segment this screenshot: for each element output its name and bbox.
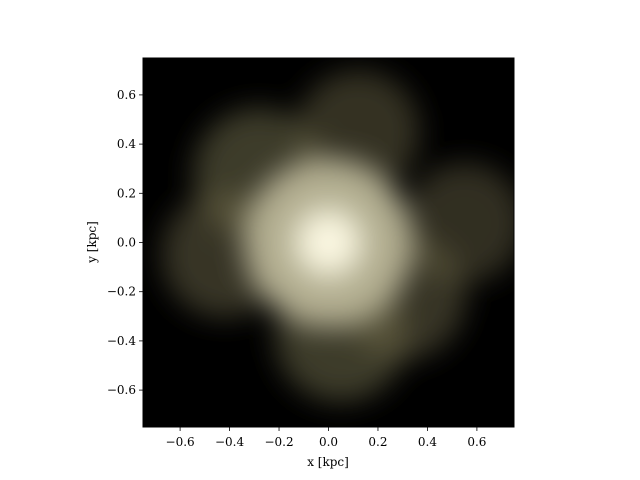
y-axis: −0.6 −0.4 −0.2 0.0 0.2 0.4 0.6 [107, 88, 143, 397]
x-tick-label: 0.6 [467, 435, 486, 449]
density-lobe [404, 162, 514, 283]
y-tick-label: 0.6 [117, 88, 136, 102]
y-tick-label: 0.2 [117, 186, 136, 200]
x-axis-label: x [kpc] [307, 455, 349, 469]
y-tick-label: −0.6 [107, 383, 136, 397]
x-axis: −0.6 −0.4 −0.2 0.0 0.2 0.4 0.6 [166, 427, 486, 449]
y-tick-label: −0.2 [107, 285, 136, 299]
x-tick-label: 0.4 [418, 435, 437, 449]
density-core [313, 227, 344, 258]
plot-area [142, 57, 515, 428]
y-tick-label: 0.4 [117, 137, 136, 151]
x-tick-label: −0.4 [215, 435, 245, 449]
y-tick-label: −0.4 [107, 334, 137, 348]
x-tick-label: 0.2 [368, 435, 387, 449]
y-tick-label: 0.0 [117, 236, 136, 250]
x-tick-label: 0.0 [319, 435, 338, 449]
y-axis-label: y [kpc] [85, 221, 99, 264]
x-tick-label: −0.2 [264, 435, 293, 449]
density-glow [161, 70, 514, 402]
density-map [161, 70, 514, 402]
x-tick-label: −0.6 [166, 435, 195, 449]
